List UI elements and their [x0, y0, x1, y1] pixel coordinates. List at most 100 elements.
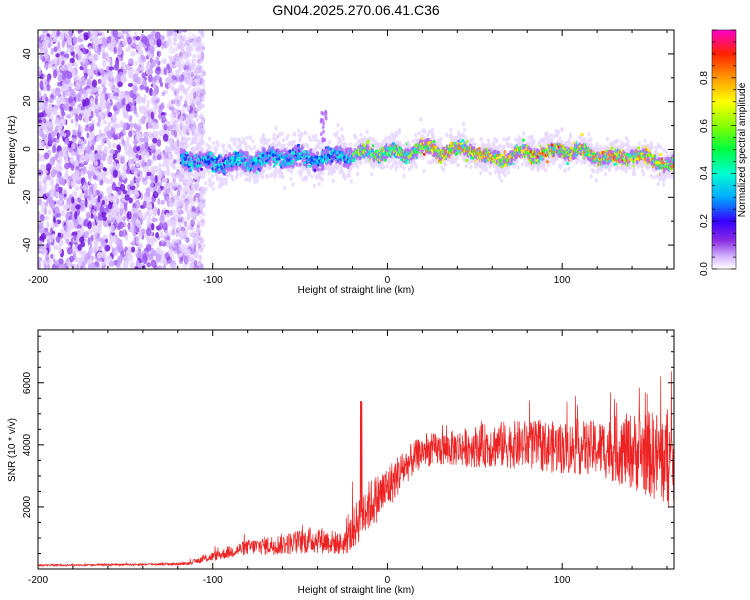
heatmap-cell	[187, 185, 192, 192]
heatmap-cell	[191, 81, 197, 87]
heatmap-cell	[188, 64, 192, 73]
heatmap-cell	[144, 194, 147, 200]
heatmap-cell	[113, 234, 118, 244]
heatmap-cell	[183, 216, 188, 225]
heatmap-cell	[201, 195, 204, 200]
heatmap-cell	[99, 94, 104, 103]
heatmap-cell	[235, 171, 240, 176]
heatmap-cell	[161, 177, 168, 183]
heatmap-cell	[182, 235, 188, 240]
heatmap-cell	[106, 255, 113, 262]
heatmap-cell	[46, 259, 52, 265]
heatmap-cell	[109, 260, 115, 267]
heatmap-cell	[78, 258, 83, 267]
heatmap-cell	[237, 137, 241, 142]
heatmap-cell	[43, 174, 47, 181]
heatmap-cell	[273, 138, 278, 143]
heatmap-cell	[96, 136, 100, 143]
heatmap-cell	[184, 126, 188, 131]
heatmap-cell	[70, 180, 77, 188]
heatmap-cell	[132, 231, 136, 237]
heatmap-cell	[149, 181, 154, 189]
heatmap-cell	[186, 64, 191, 70]
heatmap-cell	[94, 42, 98, 51]
heatmap-cell	[146, 159, 152, 167]
heatmap-cell	[111, 247, 115, 253]
heatmap-cell	[64, 80, 69, 85]
heatmap-cell	[113, 64, 119, 71]
heatmap-cell	[109, 72, 113, 80]
heatmap-cell	[181, 263, 187, 269]
heatmap-cell	[180, 135, 184, 140]
heatmap-cell	[184, 187, 188, 192]
heatmap-cell	[187, 251, 191, 256]
heatmap-cell	[112, 160, 116, 168]
heatmap-cell	[302, 166, 306, 171]
heatmap-cell	[169, 260, 176, 266]
heatmap-cell	[120, 155, 125, 164]
heatmap-cell	[74, 185, 80, 191]
heatmap-cell	[75, 93, 81, 103]
heatmap-cell	[168, 148, 172, 153]
heatmap-cell	[340, 127, 344, 132]
heatmap-cell	[186, 93, 191, 101]
heatmap-cell	[83, 139, 87, 145]
heatmap-cell	[135, 162, 140, 168]
heatmap-cell	[38, 112, 45, 118]
heatmap-cell	[170, 78, 174, 83]
heatmap-cell	[271, 142, 275, 147]
heatmap-cell	[92, 221, 96, 227]
heatmap-cell	[180, 56, 184, 61]
heatmap-cell	[145, 243, 152, 251]
heatmap-cell	[421, 155, 425, 160]
heatmap-cell	[101, 252, 105, 259]
heatmap-cell	[336, 130, 340, 135]
heatmap-cell	[122, 139, 125, 147]
heatmap-cell	[185, 257, 190, 265]
heatmap-cell	[192, 217, 196, 222]
heatmap-cell	[185, 114, 190, 119]
heatmap-cell	[78, 55, 83, 63]
heatmap-cell	[105, 177, 110, 185]
heatmap-cell	[233, 141, 237, 147]
heatmap-cell	[145, 151, 150, 159]
heatmap-cell	[178, 187, 182, 192]
heatmap-cell	[90, 110, 94, 119]
heatmap-cell	[123, 111, 129, 120]
heatmap-cell	[38, 180, 43, 190]
heatmap-cell	[150, 111, 155, 120]
heatmap-cell	[89, 197, 96, 204]
heatmap-cell	[140, 54, 146, 61]
heatmap-cell	[74, 198, 78, 204]
heatmap-cell	[195, 227, 199, 231]
heatmap-cell	[160, 199, 165, 205]
heatmap-cell	[200, 88, 206, 97]
heatmap-cell	[193, 53, 196, 58]
heatmap-cell	[106, 65, 110, 74]
heatmap-cell	[309, 138, 313, 143]
heatmap-cell	[369, 172, 374, 177]
heatmap-cell	[68, 82, 74, 87]
heatmap-cell	[108, 57, 112, 64]
heatmap-cell	[116, 170, 122, 177]
heatmap-cell	[195, 206, 200, 212]
heatmap-cell	[133, 31, 138, 37]
heatmap-cell	[133, 110, 138, 115]
heatmap-cell	[196, 221, 200, 226]
heatmap-cell	[200, 146, 204, 151]
heatmap-cell	[168, 152, 172, 157]
heatmap-cell	[143, 136, 149, 145]
heatmap-cell	[195, 250, 199, 255]
heatmap-cell	[187, 64, 193, 72]
heatmap-cell	[75, 204, 81, 210]
heatmap-cell	[43, 206, 48, 215]
heatmap-cell	[178, 225, 182, 230]
heatmap-cell	[119, 183, 126, 192]
heatmap-cell	[77, 145, 84, 154]
heatmap-cell	[149, 46, 155, 54]
heatmap-cell	[193, 248, 197, 254]
heatmap-cell	[82, 47, 87, 55]
heatmap-cell	[286, 134, 290, 139]
heatmap-cell	[57, 81, 63, 87]
heatmap-cell	[267, 137, 271, 143]
